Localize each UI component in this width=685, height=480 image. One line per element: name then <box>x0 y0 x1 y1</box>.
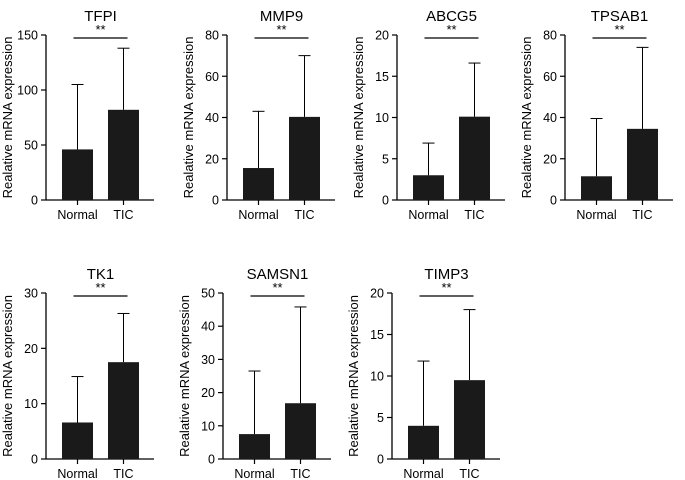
y-tick-label: 0 <box>550 194 557 208</box>
y-tick-label: 5 <box>377 411 384 425</box>
bar-tic <box>454 380 485 459</box>
y-tick-label: 150 <box>17 29 38 43</box>
y-tick-label: 20 <box>375 29 389 43</box>
y-tick-label: 30 <box>24 287 38 301</box>
chart-title: TPSAB1 <box>591 8 649 25</box>
bar-normal <box>62 422 93 459</box>
y-axis-label: Realative mRNA expression <box>351 37 366 199</box>
y-tick-label: 60 <box>205 70 219 84</box>
bar-normal <box>62 149 93 200</box>
y-tick-label: 10 <box>375 111 389 125</box>
y-tick-label: 100 <box>17 84 38 98</box>
y-tick-label: 40 <box>201 320 215 334</box>
x-tick-label: TIC <box>290 467 310 480</box>
x-tick-label: Normal <box>408 208 448 222</box>
y-tick-label: 15 <box>370 328 384 342</box>
y-tick-label: 20 <box>370 287 384 301</box>
y-axis-label: Realative mRNA expression <box>177 295 192 457</box>
bar-normal <box>408 425 439 459</box>
y-tick-label: 0 <box>208 453 215 467</box>
chart-panel-mmp9: MMP9 Realative mRNA expression 0 20 40 60 80 No… <box>181 8 335 222</box>
chart-title: SAMSN1 <box>247 266 309 283</box>
x-tick-label: TIC <box>294 208 314 222</box>
chart-panel-abcg5: ABCG5 Realative mRNA expression 0 5 10 15 20 No… <box>351 8 505 222</box>
x-tick-label: Normal <box>234 467 274 480</box>
chart-panel-timp3: TIMP3 Realative mRNA expression 0 5 10 15 20 No… <box>346 266 500 480</box>
x-tick-label: Normal <box>57 467 97 480</box>
y-tick-label: 80 <box>543 29 557 43</box>
x-tick-label: Normal <box>57 208 97 222</box>
y-axis-label: Realative mRNA expression <box>181 37 196 199</box>
chart-title: TK1 <box>87 266 115 283</box>
chart-title: TFPI <box>84 8 117 25</box>
y-tick-label: 10 <box>201 419 215 433</box>
y-tick-label: 0 <box>31 453 38 467</box>
y-axis-label: Realative mRNA expression <box>0 295 15 457</box>
bar-tic <box>285 403 316 459</box>
bar-tic <box>627 128 658 200</box>
y-tick-label: 10 <box>370 370 384 384</box>
y-axis-label: Realative mRNA expression <box>519 37 534 199</box>
y-tick-label: 10 <box>24 397 38 411</box>
bar-tic <box>108 362 139 459</box>
chart-title: MMP9 <box>260 8 303 25</box>
y-tick-label: 15 <box>375 70 389 84</box>
x-tick-label: Normal <box>576 208 616 222</box>
y-tick-label: 60 <box>543 70 557 84</box>
y-tick-label: 20 <box>543 152 557 166</box>
y-tick-label: 0 <box>212 194 219 208</box>
bar-tic <box>459 116 490 200</box>
y-tick-label: 50 <box>201 287 215 301</box>
x-tick-label: TIC <box>632 208 652 222</box>
y-tick-label: 40 <box>543 111 557 125</box>
y-tick-label: 40 <box>205 111 219 125</box>
significance-label: ** <box>446 22 456 37</box>
chart-title: ABCG5 <box>426 8 477 25</box>
y-tick-label: 80 <box>205 29 219 43</box>
x-tick-label: Normal <box>403 467 443 480</box>
y-tick-label: 50 <box>24 139 38 153</box>
chart-panel-samsn1: SAMSN1 Realative mRNA expression 0 10 20 30 40… <box>177 266 331 480</box>
bar-tic <box>108 109 139 200</box>
significance-label: ** <box>614 22 624 37</box>
bar-normal <box>243 168 274 200</box>
y-tick-label: 20 <box>205 152 219 166</box>
x-tick-label: TIC <box>113 467 133 480</box>
bar-normal <box>413 175 444 200</box>
chart-title: TIMP3 <box>424 266 468 283</box>
y-tick-label: 20 <box>24 342 38 356</box>
y-tick-label: 0 <box>382 194 389 208</box>
x-tick-label: Normal <box>238 208 278 222</box>
chart-panel-tk1: TK1 Realative mRNA expression 0 10 20 30 Norma… <box>0 266 154 480</box>
y-axis-label: Realative mRNA expression <box>346 295 361 457</box>
significance-label: ** <box>441 280 451 295</box>
significance-label: ** <box>276 22 286 37</box>
y-tick-label: 5 <box>382 152 389 166</box>
x-tick-label: TIC <box>459 467 479 480</box>
y-tick-label: 0 <box>31 194 38 208</box>
bar-normal <box>239 434 270 459</box>
y-tick-label: 20 <box>201 386 215 400</box>
significance-label: ** <box>95 280 105 295</box>
significance-label: ** <box>95 22 105 37</box>
significance-label: ** <box>272 280 282 295</box>
y-tick-label: 30 <box>201 353 215 367</box>
x-tick-label: TIC <box>464 208 484 222</box>
y-axis-label: Realative mRNA expression <box>0 37 15 199</box>
bar-tic <box>289 116 320 200</box>
chart-panel-tfpi: TFPI Realative mRNA expression 0 50 100 150 No… <box>0 8 154 222</box>
x-tick-label: TIC <box>113 208 133 222</box>
chart-panel-tpsab1: TPSAB1 Realative mRNA expression 0 20 40 60 80… <box>519 8 673 222</box>
y-tick-label: 0 <box>377 453 384 467</box>
bar-normal <box>581 176 612 200</box>
